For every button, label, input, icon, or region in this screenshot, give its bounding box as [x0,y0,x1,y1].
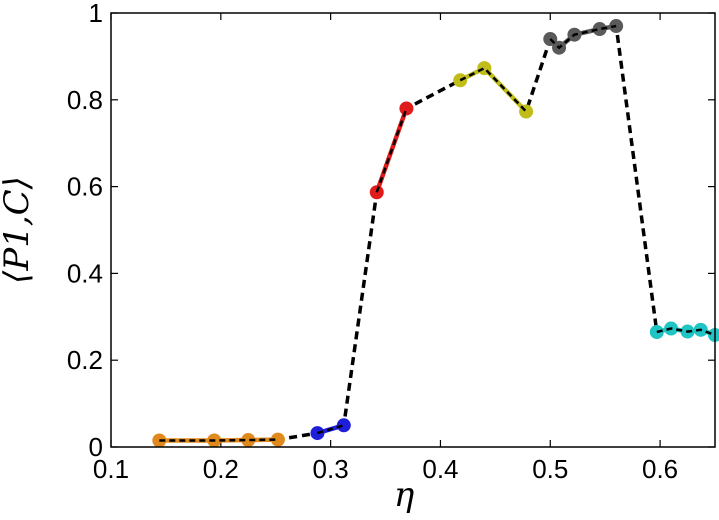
data-point [399,101,414,116]
y-tick-label: 0 [89,432,103,462]
x-tick-label: 0.3 [313,454,349,484]
y-axis-label: ⟨P1,C⟩ [0,176,37,284]
x-tick-label: 0.2 [203,454,239,484]
series-dash-overlay [159,438,278,442]
y-tick-label: 0.8 [67,85,103,115]
connector-line [159,23,716,443]
series-4 [543,19,624,55]
series-3 [453,61,534,119]
x-tick-label: 0.1 [93,454,129,484]
series-dash-overlay [656,327,716,337]
data-point [336,418,351,433]
series-dash-overlay [317,424,345,435]
data-point [708,328,719,343]
series-dash-overlay [375,108,408,193]
series-0 [152,432,285,448]
x-tick-label: 0.6 [642,454,678,484]
series-5 [649,321,719,343]
plot-frame [110,12,716,448]
series-1 [310,418,351,441]
y-tick-label: 1 [89,0,103,28]
series-dash-overlay [549,24,617,50]
x-tick-label: 0.4 [422,454,458,484]
x-tick-label: 0.5 [532,454,568,484]
y-tick-label: 0.6 [67,172,103,202]
y-tick-label: 0.4 [67,258,103,288]
series-2 [369,101,414,200]
x-axis-label: η [394,475,415,515]
y-tick-label: 0.2 [67,345,103,375]
